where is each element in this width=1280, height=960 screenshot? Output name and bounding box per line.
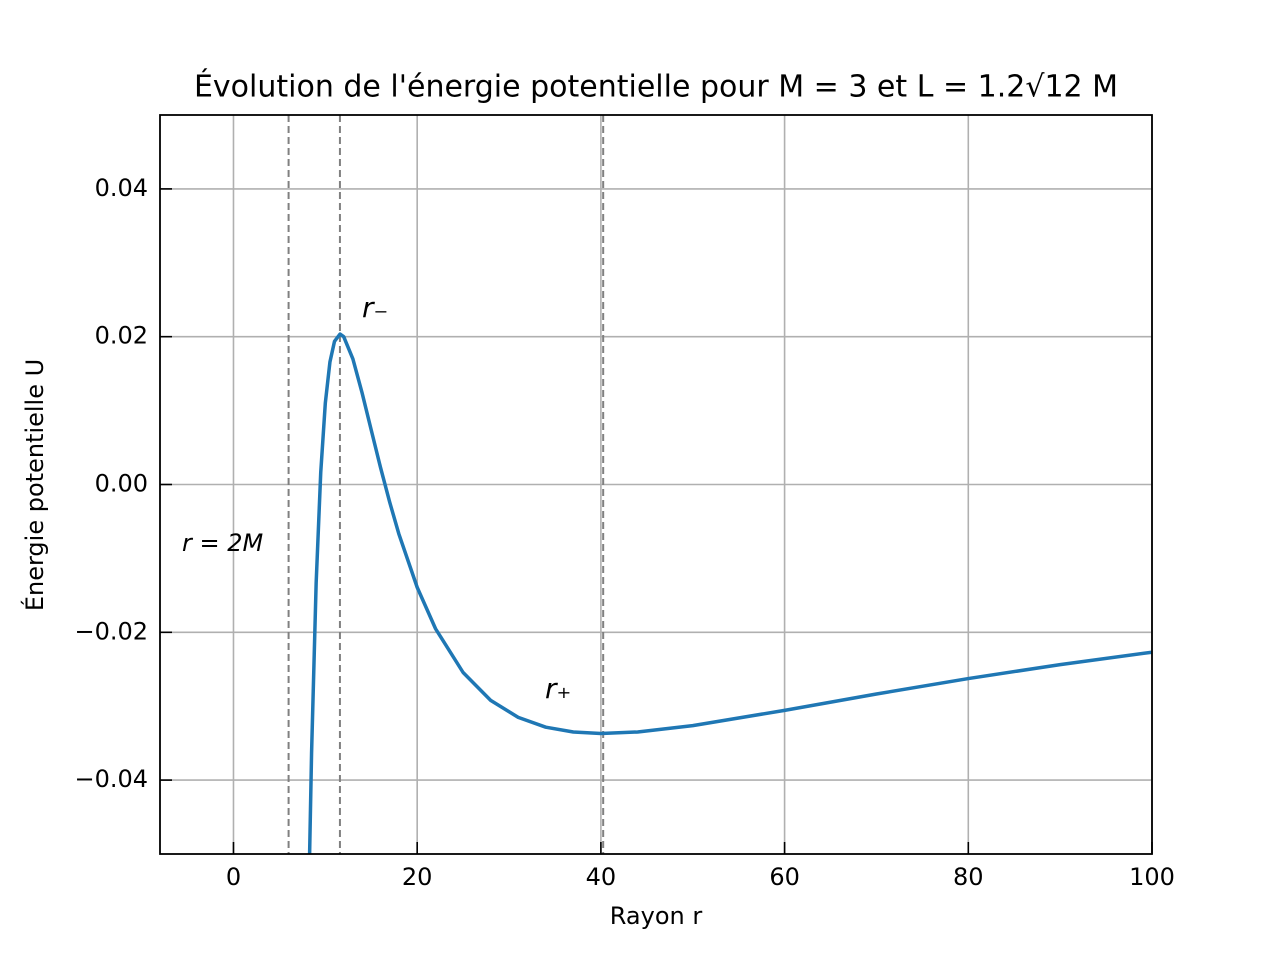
x-tick-label: 0	[226, 863, 241, 891]
y-tick-label: 0.00	[95, 470, 148, 498]
x-tick-label: 80	[953, 863, 984, 891]
y-tick-label: −0.04	[74, 765, 148, 793]
y-tick-label: 0.04	[95, 174, 148, 202]
annotation: r₊	[545, 672, 571, 705]
x-tick-label: 60	[769, 863, 800, 891]
chart-title: Évolution de l'énergie potentielle pour …	[194, 69, 1118, 105]
y-tick-label: −0.02	[74, 617, 148, 645]
x-tick-label: 20	[402, 863, 433, 891]
annotation: r₋	[362, 291, 388, 324]
y-tick-label: 0.02	[95, 322, 148, 350]
x-tick-label: 40	[586, 863, 617, 891]
plot-frame	[159, 114, 1153, 855]
annotation: r = 2M	[182, 529, 264, 557]
y-axis-label: Énergie potentielle U	[20, 359, 49, 611]
x-axis-label: Rayon r	[610, 902, 703, 930]
line-series	[307, 332, 1152, 854]
x-tick-label: 100	[1129, 863, 1175, 891]
